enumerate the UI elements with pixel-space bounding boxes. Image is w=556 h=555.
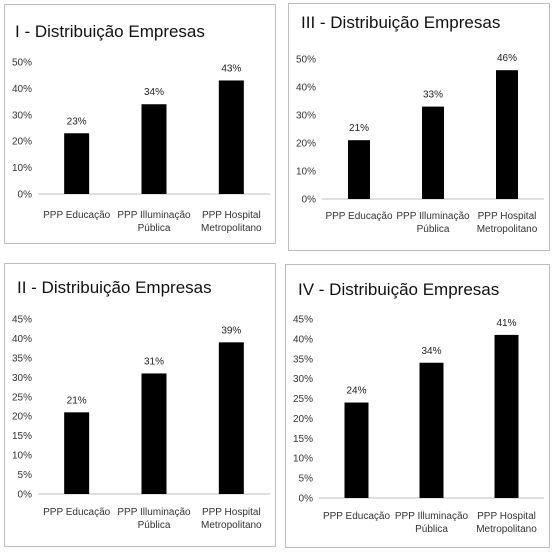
chart-4-ytick: 45% — [293, 315, 313, 326]
chart-3-bar — [64, 412, 90, 494]
chart-2-data-label: 21% — [349, 123, 369, 134]
chart-1-ytick: 0% — [18, 190, 33, 201]
chart-2-category-label: PPP Hospital — [478, 211, 537, 222]
chart-4-bar — [344, 402, 369, 498]
chart-3-category-label: PPP Illuminação — [117, 507, 191, 518]
chart-1-category-label: Pública — [138, 223, 171, 234]
chart-3-ytick: 30% — [12, 373, 32, 384]
chart-1-data-label: 43% — [221, 63, 241, 74]
chart-4-ytick: 20% — [293, 414, 313, 425]
chart-2-bar — [422, 106, 444, 199]
chart-4-ytick: 10% — [293, 454, 313, 465]
chart-1-bar — [218, 80, 244, 194]
chart-1-ytick: 40% — [12, 84, 32, 95]
chart-3-bar — [218, 342, 244, 494]
chart-2-data-label: 46% — [497, 53, 517, 64]
chart-4-data-label: 34% — [421, 346, 441, 357]
chart-2-category-label: Pública — [417, 224, 450, 235]
chart-1-ytick: 20% — [12, 137, 32, 148]
chart-4-ytick: 35% — [293, 354, 313, 365]
chart-3-data-label: 31% — [144, 356, 164, 367]
chart-2-svg: II - Distribuição Empresas 0% 5% 10% 15% 20% 2… — [12, 278, 270, 531]
chart-4-svg: IV - Distribuição Empresas 0% 5% 10% 15% 20% 2… — [293, 280, 544, 535]
chart-2-bar — [496, 70, 518, 199]
chart-3-svg: III - Distribuição Empresas 0% 10% 20% 30% 40… — [296, 13, 544, 235]
chart-2-data-label: 33% — [423, 90, 443, 101]
chart-4-category-label: Metropolitano — [476, 524, 537, 535]
chart-panel-3: III - Distribuição Empresas 0% 10% 20% 30% 40… — [288, 3, 550, 251]
chart-1-data-label: 34% — [144, 87, 164, 98]
chart-4-ytick: 40% — [293, 334, 313, 345]
chart-2-ytick: 30% — [296, 111, 316, 122]
chart-3-title: II - Distribuição Empresas — [17, 278, 212, 297]
chart-2-ytick: 50% — [296, 55, 316, 66]
chart-2-title: III - Distribuição Empresas — [301, 13, 500, 32]
chart-2-ytick: 0% — [302, 195, 317, 206]
chart-1-ytick: 10% — [12, 163, 32, 174]
chart-1-title: I - Distribuição Empresas — [15, 22, 205, 41]
chart-3-category-label: Pública — [138, 520, 171, 531]
chart-3-ytick: 35% — [12, 353, 32, 364]
chart-2-ytick: 40% — [296, 83, 316, 94]
chart-1-category-label: PPP Hospital — [202, 210, 261, 221]
chart-1-ytick: 30% — [12, 110, 32, 121]
chart-4-category-label: Pública — [415, 524, 448, 535]
chart-2-category-label: PPP Educação — [325, 211, 393, 222]
chart-3-category-label: Metropolitano — [201, 520, 262, 531]
chart-1-ytick: 50% — [12, 58, 32, 69]
chart-1-category-label: PPP Illuminação — [117, 210, 191, 221]
chart-2-category-label: Metropolitano — [477, 224, 538, 235]
chart-panel-2: II - Distribuição Empresas 0% 5% 10% 15% 20% 2… — [4, 263, 276, 547]
chart-4-bar — [494, 334, 519, 498]
chart-3-ytick: 5% — [18, 470, 33, 481]
chart-3-category-label: PPP Hospital — [202, 507, 261, 518]
chart-3-ytick: 40% — [12, 334, 32, 345]
chart-2-bar — [348, 140, 370, 199]
chart-1-bar — [141, 104, 167, 194]
chart-4-ytick: 25% — [293, 394, 313, 405]
chart-4-category-label: PPP Educação — [323, 511, 391, 522]
chart-1-data-label: 23% — [67, 116, 87, 127]
chart-3-data-label: 39% — [221, 325, 241, 336]
chart-4-ytick: 0% — [299, 494, 314, 505]
chart-3-category-label: PPP Educação — [43, 507, 111, 518]
chart-2-ytick: 10% — [296, 167, 316, 178]
chart-3-ytick: 0% — [18, 490, 33, 501]
chart-4-ytick: 15% — [293, 434, 313, 445]
chart-4-title: IV - Distribuição Empresas — [298, 280, 499, 299]
chart-4-category-label: PPP Illuminação — [395, 511, 469, 522]
chart-1-category-label: PPP Educação — [43, 210, 111, 221]
chart-3-ytick: 10% — [12, 451, 32, 462]
chart-1-category-label: Metropolitano — [201, 223, 262, 234]
chart-4-category-label: PPP Hospital — [477, 511, 536, 522]
chart-3-ytick: 15% — [12, 431, 32, 442]
chart-2-ytick: 20% — [296, 139, 316, 150]
chart-3-data-label: 21% — [67, 395, 87, 406]
chart-4-data-label: 41% — [496, 318, 516, 329]
chart-4-data-label: 24% — [346, 386, 366, 397]
chart-panel-1: I - Distribuição Empresas 0% 10% 20% 30% 40% 5… — [4, 4, 276, 244]
chart-2-category-label: PPP Illuminação — [396, 211, 470, 222]
chart-1-bar — [64, 133, 90, 194]
chart-panel-4: IV - Distribuição Empresas 0% 5% 10% 15% 20% 2… — [285, 264, 550, 548]
chart-4-ytick: 5% — [299, 474, 314, 485]
chart-4-ytick: 30% — [293, 374, 313, 385]
chart-1-svg: I - Distribuição Empresas 0% 10% 20% 30% 40% 5… — [12, 22, 270, 234]
chart-3-bar — [141, 373, 167, 494]
chart-3-ytick: 25% — [12, 392, 32, 403]
chart-3-ytick: 45% — [12, 315, 32, 326]
chart-4-bar — [419, 362, 444, 498]
chart-3-ytick: 20% — [12, 412, 32, 423]
